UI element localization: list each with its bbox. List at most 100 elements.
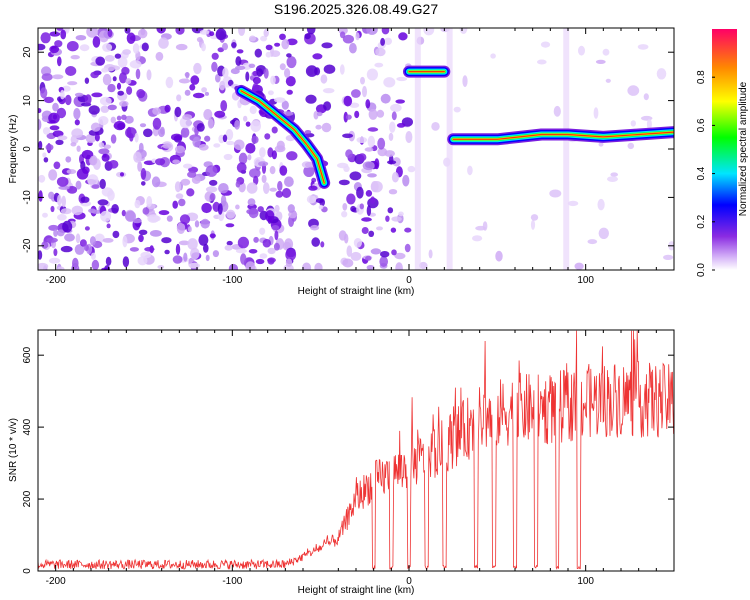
heatmap-blob <box>234 120 241 130</box>
heatmap-blob <box>384 37 392 45</box>
heatmap-streak <box>414 28 421 270</box>
heatmap-blob <box>146 69 152 81</box>
heatmap-blob <box>196 37 203 43</box>
heatmap-blob <box>217 47 225 53</box>
heatmap-blob <box>57 194 62 206</box>
heatmap-blob <box>105 256 112 266</box>
heatmap-blob <box>84 77 90 84</box>
heatmap-blob <box>198 144 209 151</box>
heatmap-blob <box>358 153 367 162</box>
heatmap-blob <box>125 210 136 222</box>
heatmap-blob <box>218 183 229 194</box>
heatmap-blob <box>199 29 210 35</box>
heatmap-blob <box>152 117 162 130</box>
y-tick-label: 10 <box>22 95 33 107</box>
heatmap-blob <box>172 200 178 209</box>
heatmap-blob <box>279 165 288 176</box>
heatmap-blob <box>366 265 375 270</box>
heatmap-blob <box>175 28 185 35</box>
heatmap-blob <box>398 32 408 41</box>
heatmap-blob <box>286 89 293 95</box>
heatmap-blob <box>48 224 59 231</box>
heatmap-blob <box>362 85 367 98</box>
heatmap-blob <box>258 161 269 167</box>
heatmap-blob <box>158 128 165 138</box>
heatmap-blob <box>226 209 236 219</box>
heatmap-blob <box>336 162 349 169</box>
heatmap-blob <box>175 43 188 51</box>
heatmap-blob <box>97 199 109 206</box>
heatmap-blob <box>235 56 242 67</box>
heatmap-blob <box>627 85 640 96</box>
colorbar-gradient <box>712 29 737 270</box>
heatmap-blob <box>183 163 193 169</box>
heatmap-blob <box>56 28 64 31</box>
heatmap-blob <box>610 172 618 177</box>
heatmap-blob <box>368 108 378 120</box>
heatmap-blob <box>198 234 209 246</box>
heatmap-blob <box>271 225 280 231</box>
heatmap-blob <box>490 53 496 59</box>
heatmap-blob <box>598 227 609 239</box>
heatmap-blob <box>121 114 127 121</box>
colorbar-ticks: 0.0 0.2 0.4 0.6 0.8 <box>696 70 715 277</box>
heatmap-blob <box>119 172 125 177</box>
heatmap-blob <box>42 152 47 158</box>
heatmap-blob <box>530 219 536 230</box>
heatmap-blob <box>62 85 71 92</box>
heatmap-blob <box>270 75 276 85</box>
heatmap-blob <box>269 187 277 192</box>
heatmap-blob <box>342 258 354 268</box>
heatmap-blob <box>389 121 396 133</box>
heatmap-blob <box>346 193 356 205</box>
heatmap-blob <box>250 120 261 132</box>
heatmap-blob <box>286 53 292 58</box>
heatmap-blob <box>339 64 345 75</box>
heatmap-blob <box>248 249 258 254</box>
heatmap-blob <box>213 143 221 148</box>
heatmap-blob <box>56 107 67 119</box>
heatmap-blob <box>190 247 200 260</box>
heatmap-blob <box>248 63 256 68</box>
heatmap-blob <box>38 174 46 183</box>
heatmap-blob <box>38 140 43 150</box>
heatmap-blob <box>285 248 297 261</box>
heatmap-blob <box>38 108 42 114</box>
heatmap-blob <box>391 171 399 183</box>
heatmap-blob <box>407 165 416 173</box>
y-tick-label: -10 <box>22 190 33 205</box>
heatmap-blob <box>365 99 371 109</box>
heatmap-blob <box>374 62 384 68</box>
heatmap-blob <box>214 110 226 118</box>
heatmap-blob <box>314 262 323 270</box>
y-tick-label: 0 <box>22 568 33 574</box>
heatmap-blob <box>192 92 205 99</box>
heatmap-blob <box>179 214 191 225</box>
heatmap-blob <box>225 129 234 141</box>
heatmap-blob <box>80 160 86 171</box>
heatmap-blob <box>643 93 649 101</box>
heatmap-blob <box>133 151 142 163</box>
heatmap-blob <box>102 238 114 243</box>
heatmap-blob <box>267 90 274 96</box>
heatmap-blob <box>137 161 143 172</box>
heatmap-blob <box>419 261 428 270</box>
heatmap-blob <box>265 51 272 58</box>
heatmap-blob <box>306 28 316 35</box>
heatmap-blob <box>228 263 238 270</box>
heatmap-blob <box>274 97 286 103</box>
heatmap-blob <box>222 134 228 143</box>
heatmap-blob <box>574 262 584 270</box>
heatmap-blob <box>279 33 286 40</box>
heatmap-blob <box>267 258 275 265</box>
heatmap-blob <box>248 207 259 219</box>
heatmap-blob <box>95 56 105 66</box>
heatmap-blob <box>267 247 276 255</box>
heatmap-blob <box>567 200 579 207</box>
heatmap-blob <box>286 56 297 69</box>
heatmap-blob <box>269 166 276 175</box>
heatmap-blob <box>107 83 116 93</box>
heatmap-blob <box>284 176 294 187</box>
heatmap-blob <box>165 76 174 89</box>
heatmap-blob <box>549 189 562 198</box>
